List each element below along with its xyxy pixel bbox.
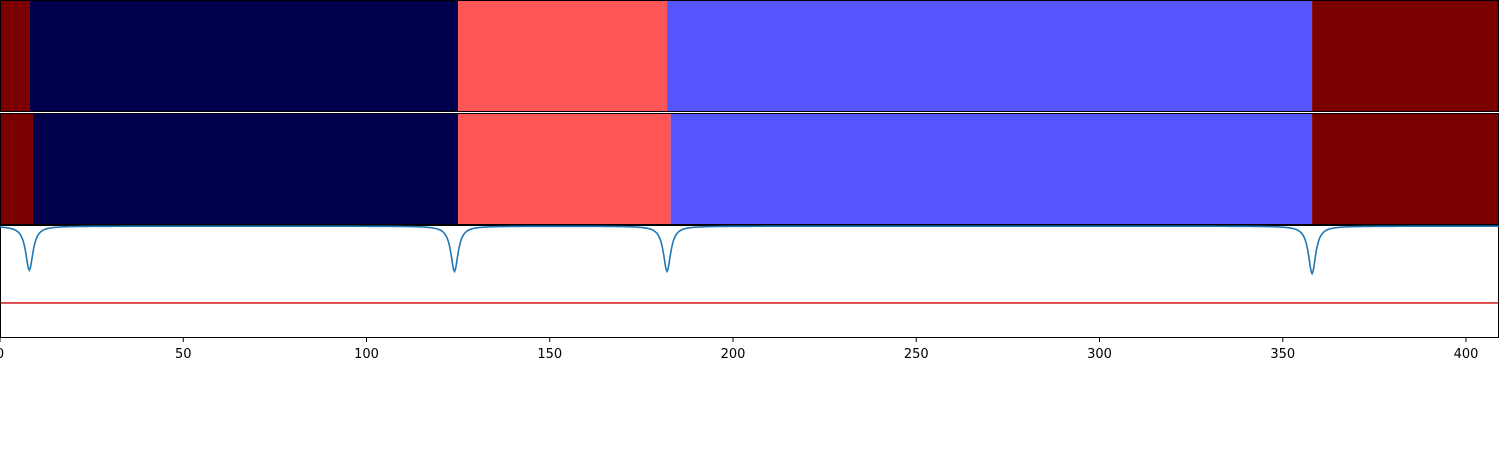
series-line-boundary bbox=[0, 225, 1499, 276]
x-tick-label-350: 350 bbox=[1270, 347, 1295, 362]
top-bar-segment-2 bbox=[458, 0, 668, 112]
line-panel bbox=[0, 225, 1499, 338]
x-tick-label-150: 150 bbox=[537, 347, 562, 362]
top-bar-segment-0 bbox=[0, 0, 30, 112]
x-tick-label-250: 250 bbox=[904, 347, 929, 362]
top-bar-segment-3 bbox=[667, 0, 1313, 112]
top-bar-frame bbox=[0, 0, 1499, 112]
bottom-bar-segment-0 bbox=[0, 113, 33, 225]
top-bar-segment-4 bbox=[1312, 0, 1499, 112]
x-tick-label-0: 0 bbox=[0, 347, 4, 362]
x-axis: 0 50 100 150 200 250 300 350 400 bbox=[0, 338, 1478, 362]
x-tick-label-400: 400 bbox=[1454, 347, 1479, 362]
top-bar-segment-1 bbox=[29, 0, 459, 112]
x-tick-label-50: 50 bbox=[175, 347, 192, 362]
segmentation-bar-top bbox=[0, 0, 1499, 112]
bottom-bar-segment-2 bbox=[458, 113, 671, 225]
x-tick-label-200: 200 bbox=[721, 347, 746, 362]
segmentation-bar-bottom bbox=[0, 113, 1499, 225]
bottom-bar-segment-1 bbox=[32, 113, 459, 225]
line-panel-frame bbox=[0, 225, 1499, 338]
bottom-bar-segment-4 bbox=[1312, 113, 1499, 225]
bottom-bar-frame bbox=[0, 113, 1499, 225]
x-tick-label-300: 300 bbox=[1087, 347, 1112, 362]
x-tick-label-100: 100 bbox=[354, 347, 379, 362]
bottom-bar-segment-3 bbox=[670, 113, 1313, 225]
